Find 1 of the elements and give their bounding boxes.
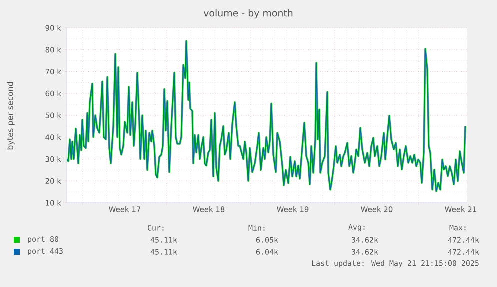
chart-title: volume - by month xyxy=(204,9,293,19)
